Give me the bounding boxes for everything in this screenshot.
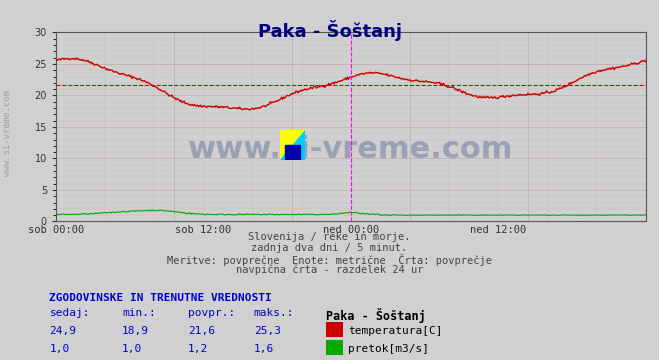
Text: 24,9: 24,9 [49, 326, 76, 336]
Text: 1,2: 1,2 [188, 344, 208, 354]
Text: www.si-vreme.com: www.si-vreme.com [188, 135, 513, 164]
Text: ned 12:00: ned 12:00 [471, 225, 527, 235]
Text: Meritve: povprečne  Enote: metrične  Črta: povprečje: Meritve: povprečne Enote: metrične Črta:… [167, 254, 492, 266]
Text: povpr.:: povpr.: [188, 308, 235, 318]
Text: 1,6: 1,6 [254, 344, 274, 354]
Bar [326, 340, 343, 355]
Text: ZGODOVINSKE IN TRENUTNE VREDNOSTI: ZGODOVINSKE IN TRENUTNE VREDNOSTI [49, 293, 272, 303]
Text: sob 12:00: sob 12:00 [175, 225, 231, 235]
Text: 1,0: 1,0 [122, 344, 142, 354]
Bar [285, 145, 300, 160]
Text: 1,0: 1,0 [49, 344, 70, 354]
Text: 25,3: 25,3 [254, 326, 281, 336]
Text: www.si-vreme.com: www.si-vreme.com [3, 90, 13, 176]
Text: navpična črta - razdelek 24 ur: navpična črta - razdelek 24 ur [236, 265, 423, 275]
Polygon shape [280, 130, 305, 160]
Text: sedaj:: sedaj: [49, 308, 90, 318]
Text: ned 00:00: ned 00:00 [323, 225, 379, 235]
Text: Paka - Šoštanj: Paka - Šoštanj [258, 20, 401, 41]
Text: maks.:: maks.: [254, 308, 294, 318]
Text: zadnja dva dni / 5 minut.: zadnja dva dni / 5 minut. [251, 243, 408, 253]
Text: Paka - Šoštanj: Paka - Šoštanj [326, 308, 426, 323]
Text: temperatura[C]: temperatura[C] [348, 326, 442, 336]
Polygon shape [280, 130, 305, 160]
Text: 21,6: 21,6 [188, 326, 215, 336]
Text: Slovenija / reke in morje.: Slovenija / reke in morje. [248, 232, 411, 242]
Text: pretok[m3/s]: pretok[m3/s] [348, 344, 429, 354]
Bar [326, 322, 343, 337]
Text: min.:: min.: [122, 308, 156, 318]
Text: 18,9: 18,9 [122, 326, 149, 336]
Text: sob 00:00: sob 00:00 [28, 225, 84, 235]
